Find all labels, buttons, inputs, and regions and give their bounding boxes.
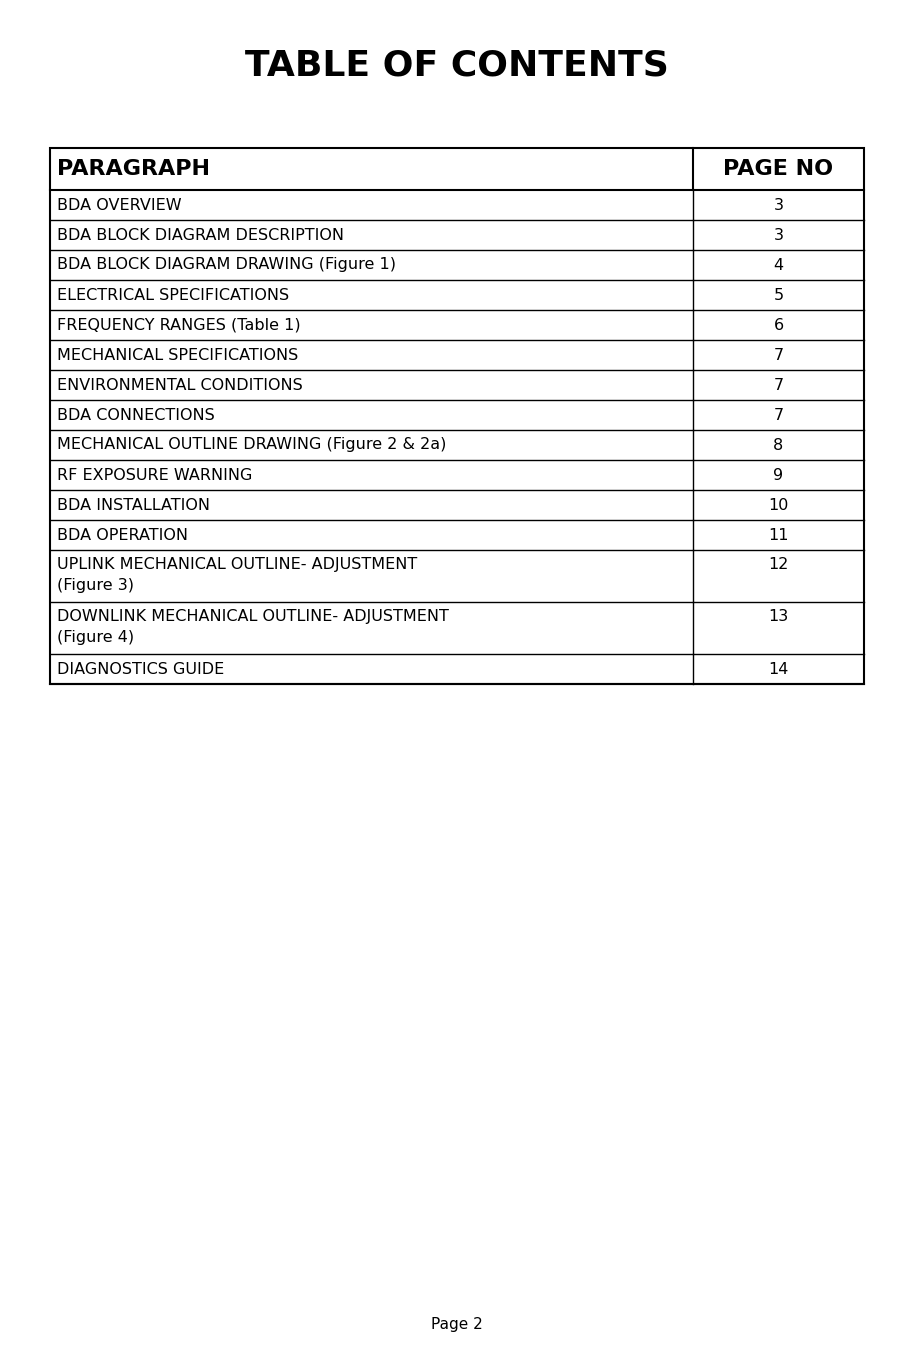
Text: 12: 12 (769, 557, 789, 572)
Text: BDA BLOCK DIAGRAM DESCRIPTION: BDA BLOCK DIAGRAM DESCRIPTION (57, 227, 344, 242)
Text: ELECTRICAL SPECIFICATIONS: ELECTRICAL SPECIFICATIONS (57, 287, 289, 303)
Text: (Figure 3): (Figure 3) (57, 578, 134, 593)
Bar (50, 147, 864, 685)
Text: ENVIRONMENTAL CONDITIONS: ENVIRONMENTAL CONDITIONS (57, 377, 303, 392)
Text: 6: 6 (773, 318, 783, 333)
Text: RF EXPOSURE WARNING: RF EXPOSURE WARNING (57, 468, 252, 483)
Text: 3: 3 (773, 227, 783, 242)
Text: (Figure 4): (Figure 4) (57, 630, 134, 645)
Text: FREQUENCY RANGES (Table 1): FREQUENCY RANGES (Table 1) (57, 318, 301, 333)
Text: BDA BLOCK DIAGRAM DRAWING (Figure 1): BDA BLOCK DIAGRAM DRAWING (Figure 1) (57, 257, 396, 272)
Text: MECHANICAL SPECIFICATIONS: MECHANICAL SPECIFICATIONS (57, 348, 298, 363)
Text: BDA CONNECTIONS: BDA CONNECTIONS (57, 407, 215, 422)
Text: 7: 7 (773, 407, 783, 422)
Text: MECHANICAL OUTLINE DRAWING (Figure 2 & 2a): MECHANICAL OUTLINE DRAWING (Figure 2 & 2… (57, 437, 446, 452)
Text: UPLINK MECHANICAL OUTLINE- ADJUSTMENT: UPLINK MECHANICAL OUTLINE- ADJUSTMENT (57, 557, 418, 572)
Text: BDA OVERVIEW: BDA OVERVIEW (57, 198, 182, 212)
Text: PARAGRAPH: PARAGRAPH (57, 160, 210, 179)
Text: DIAGNOSTICS GUIDE: DIAGNOSTICS GUIDE (57, 662, 224, 676)
Text: 5: 5 (773, 287, 783, 303)
Text: TABLE OF CONTENTS: TABLE OF CONTENTS (245, 47, 669, 83)
Text: 10: 10 (769, 498, 789, 513)
Text: 3: 3 (773, 198, 783, 212)
Text: BDA INSTALLATION: BDA INSTALLATION (57, 498, 210, 513)
Text: Page 2: Page 2 (431, 1318, 483, 1333)
Text: BDA OPERATION: BDA OPERATION (57, 528, 188, 543)
Text: 14: 14 (769, 662, 789, 676)
Text: PAGE NO: PAGE NO (724, 160, 834, 179)
Text: 11: 11 (769, 528, 789, 543)
Text: 9: 9 (773, 468, 783, 483)
Text: 7: 7 (773, 348, 783, 363)
Text: 7: 7 (773, 377, 783, 392)
Text: DOWNLINK MECHANICAL OUTLINE- ADJUSTMENT: DOWNLINK MECHANICAL OUTLINE- ADJUSTMENT (57, 609, 449, 624)
Text: 8: 8 (773, 437, 783, 452)
Text: 4: 4 (773, 257, 783, 272)
Text: 13: 13 (769, 609, 789, 624)
